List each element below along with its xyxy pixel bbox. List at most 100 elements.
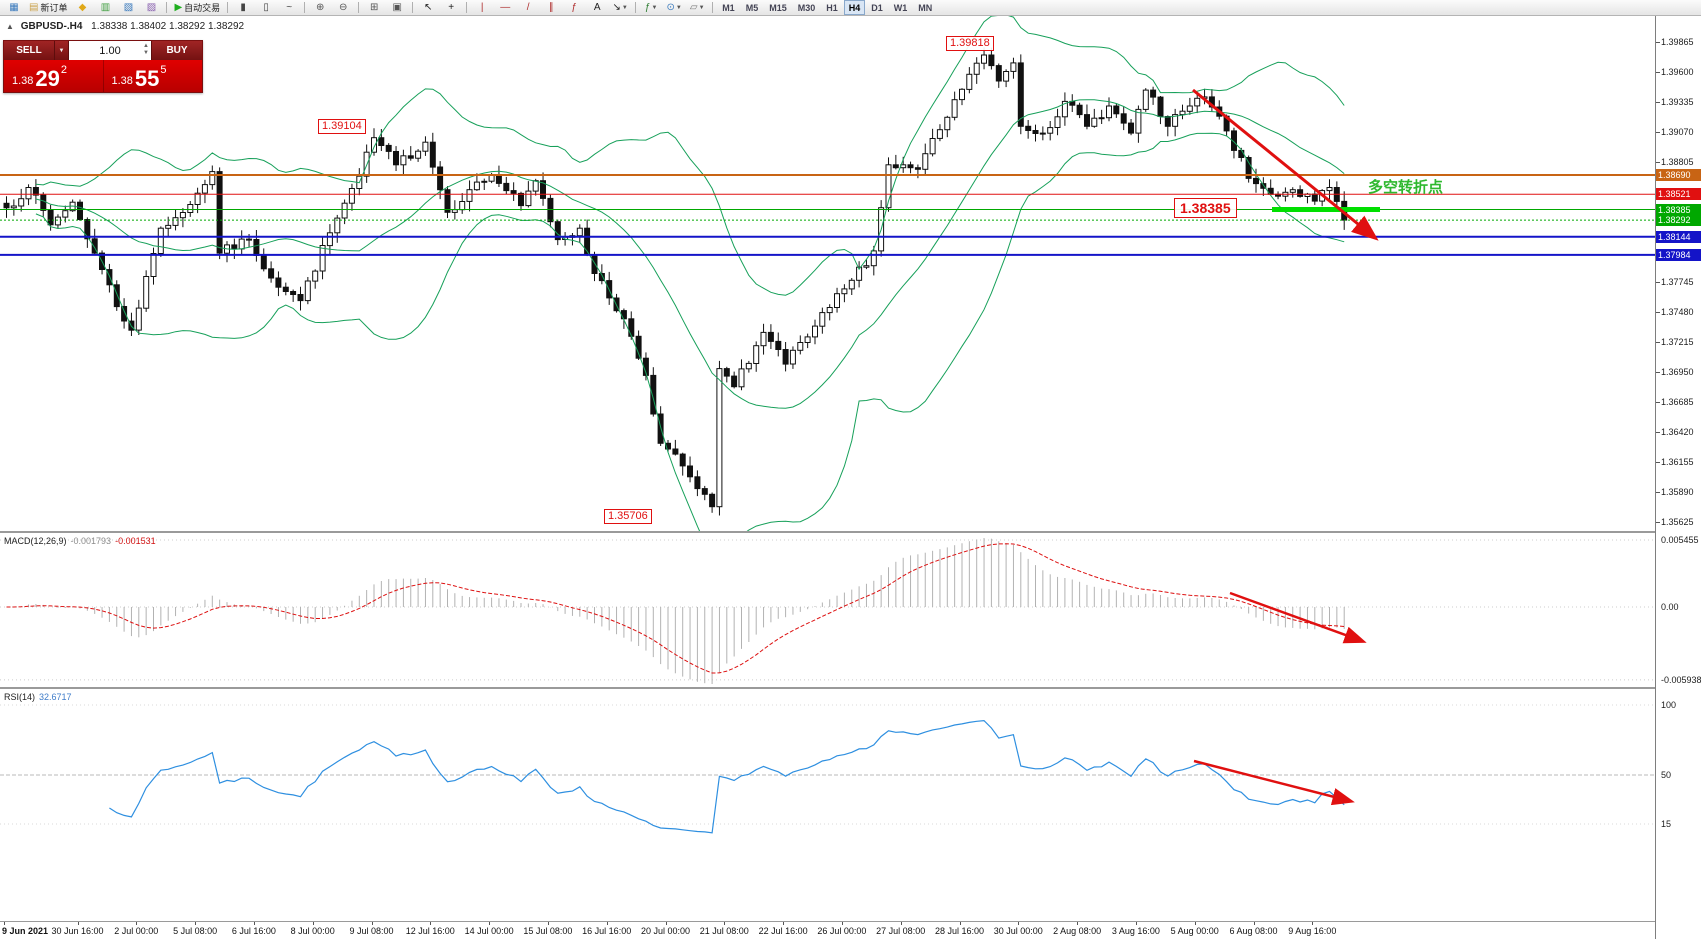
time-axis-label: 9 Jun 2021 <box>2 926 49 936</box>
candles <box>3 47 1348 516</box>
autotrading-button[interactable]: ▶ 自动交易 <box>171 0 223 16</box>
data-window-icon: ▧ <box>123 1 134 13</box>
rsi-panel[interactable]: RSI(14) 32.6717 <box>0 689 1655 921</box>
text-label-icon: A <box>593 1 601 13</box>
price-axis-tick <box>1656 312 1660 313</box>
panel-separator[interactable] <box>0 687 1701 689</box>
timeframe-m1-button[interactable]: M1 <box>722 2 735 13</box>
trend-arrow[interactable] <box>1192 88 1379 241</box>
order-type-caret-icon[interactable]: ▼ <box>55 41 69 60</box>
cursor-button[interactable]: ↖ <box>417 0 439 16</box>
timeframe-m5-button[interactable]: M5 <box>745 2 759 13</box>
zoom-out-button[interactable]: ⊖ <box>332 0 354 16</box>
price-annotation-1.38385[interactable]: 1.38385 <box>1174 198 1237 218</box>
navigator-button[interactable]: ▨ <box>140 0 162 16</box>
turning-point-note[interactable]: 多空转折点 <box>1368 179 1444 196</box>
price-axis-label: 1.38805 <box>1661 157 1694 167</box>
rsi-label: RSI(14) 32.6717 <box>4 692 72 702</box>
alert-button[interactable]: ◆ <box>71 0 93 16</box>
timeframe-d1-button[interactable]: D1 <box>871 2 883 13</box>
time-axis-label: 15 Jul 08:00 <box>523 926 573 936</box>
symbol-ohlc-values: 1.38338 1.38402 1.38292 1.38292 <box>91 21 245 32</box>
indicators-button[interactable]: ƒ ▼ <box>640 0 662 16</box>
crosshair-button[interactable]: + <box>440 0 462 16</box>
trend-arrow[interactable] <box>1229 591 1367 644</box>
candlestick-chart-button[interactable]: ▯ <box>255 0 277 16</box>
time-axis-label: 16 Jul 16:00 <box>582 926 632 936</box>
price-axis-tick <box>1656 432 1660 433</box>
tile-windows-button[interactable]: ⊞ <box>363 0 385 16</box>
timeframe-m15-button[interactable]: M15 <box>769 2 787 13</box>
collapse-chart-icon[interactable]: ▲ <box>6 22 14 31</box>
time-axis-label: 30 Jun 16:00 <box>51 926 104 936</box>
toolbar-separator <box>304 2 306 13</box>
time-axis-tick <box>77 922 79 925</box>
new-order-button[interactable]: ▤ 新订单 <box>26 0 70 16</box>
caret-down-icon: ▼ <box>675 4 682 11</box>
volume-up-icon[interactable]: ▲ <box>143 43 149 49</box>
fibonacci-button[interactable]: ƒ <box>563 0 585 16</box>
bar-chart-button[interactable]: ▮ <box>232 0 254 16</box>
arrow-objects-button[interactable]: ↘ ▼ <box>609 0 631 16</box>
price-axis-label: 1.36420 <box>1661 427 1694 437</box>
buy-button-label: BUY <box>166 45 188 56</box>
channel-icon: ∥ <box>548 1 554 13</box>
trendline-button[interactable]: / <box>517 0 539 16</box>
time-axis-tick <box>489 922 491 925</box>
price-axis-label: 1.35890 <box>1661 487 1694 497</box>
indicators-icon: ƒ <box>644 1 651 13</box>
time-axis-label: 28 Jul 16:00 <box>934 926 985 936</box>
toolbar-separator <box>166 2 168 13</box>
horizontal-line-button[interactable]: — <box>494 0 516 16</box>
time-axis-tick <box>900 922 902 925</box>
time-axis-tick <box>312 922 314 925</box>
channel-button[interactable]: ∥ <box>540 0 562 16</box>
timeframe-mn-button[interactable]: MN <box>918 2 933 13</box>
volume-down-icon[interactable]: ▼ <box>143 50 149 56</box>
time-axis-tick <box>606 922 608 925</box>
time-axis-tick <box>1077 922 1079 925</box>
rsi-chart <box>0 704 1655 834</box>
rsi-line <box>109 719 1345 834</box>
trendline-icon: / <box>526 1 530 13</box>
price-annotation-1.39104[interactable]: 1.39104 <box>318 119 366 134</box>
price-axis-label: 1.36685 <box>1661 397 1694 407</box>
price-annotation-1.35706[interactable]: 1.35706 <box>604 509 652 524</box>
periods-button[interactable]: ⊙ ▼ <box>663 0 685 16</box>
caret-down-icon: ▼ <box>651 4 658 11</box>
timeframe-m30-button[interactable]: M30 <box>797 2 816 13</box>
ask-price[interactable]: 1.38 55 5 <box>102 60 203 92</box>
new-chart-button[interactable]: ▦ <box>3 0 25 16</box>
cascade-windows-button[interactable]: ▣ <box>386 0 408 16</box>
sell-button[interactable]: SELL <box>4 41 55 60</box>
vertical-line-icon: | <box>480 1 484 13</box>
timeframe-w1-button[interactable]: W1 <box>893 2 908 13</box>
timeframe-h1-button[interactable]: H1 <box>826 2 838 13</box>
fibonacci-icon: ƒ <box>571 1 577 13</box>
market-watch-button[interactable]: ▥ <box>94 0 116 16</box>
zoom-in-button[interactable]: ⊕ <box>309 0 331 16</box>
time-axis-label: 20 Jul 00:00 <box>640 926 691 936</box>
vertical-line-button[interactable]: | <box>471 0 493 16</box>
panel-separator[interactable] <box>0 531 1701 533</box>
data-window-button[interactable]: ▧ <box>117 0 139 16</box>
price-annotation-1.39818[interactable]: 1.39818 <box>946 36 994 51</box>
main-chart-panel[interactable]: ▲ GBPUSD-.H4 1.38338 1.38402 1.38292 1.3… <box>0 16 1655 531</box>
price-chart[interactable] <box>0 16 1655 531</box>
trend-arrow[interactable] <box>1193 759 1355 806</box>
line-chart-button[interactable]: ~ <box>278 0 300 16</box>
text-label-button[interactable]: A <box>586 0 608 16</box>
templates-button[interactable]: ▱ ▼ <box>686 0 708 16</box>
macd-panel[interactable]: MACD(12,26,9) -0.001793 -0.001531 <box>0 533 1655 687</box>
time-axis-label: 26 Jul 00:00 <box>817 926 867 936</box>
market-watch-icon: ▥ <box>100 1 111 13</box>
time-axis-label: 30 Jul 00:00 <box>993 926 1043 936</box>
buy-button[interactable]: BUY <box>151 41 202 60</box>
price-axis-tick <box>1656 282 1660 283</box>
price-axis-label: 1.35625 <box>1661 517 1694 527</box>
timeframe-h4-button[interactable]: H4 <box>843 0 866 15</box>
arrow-objects-icon: ↘ <box>612 1 621 13</box>
time-axis-tick <box>195 922 197 925</box>
volume-input[interactable]: 1.00 ▲ ▼ <box>69 41 151 60</box>
bid-price[interactable]: 1.38 29 2 <box>4 60 103 92</box>
